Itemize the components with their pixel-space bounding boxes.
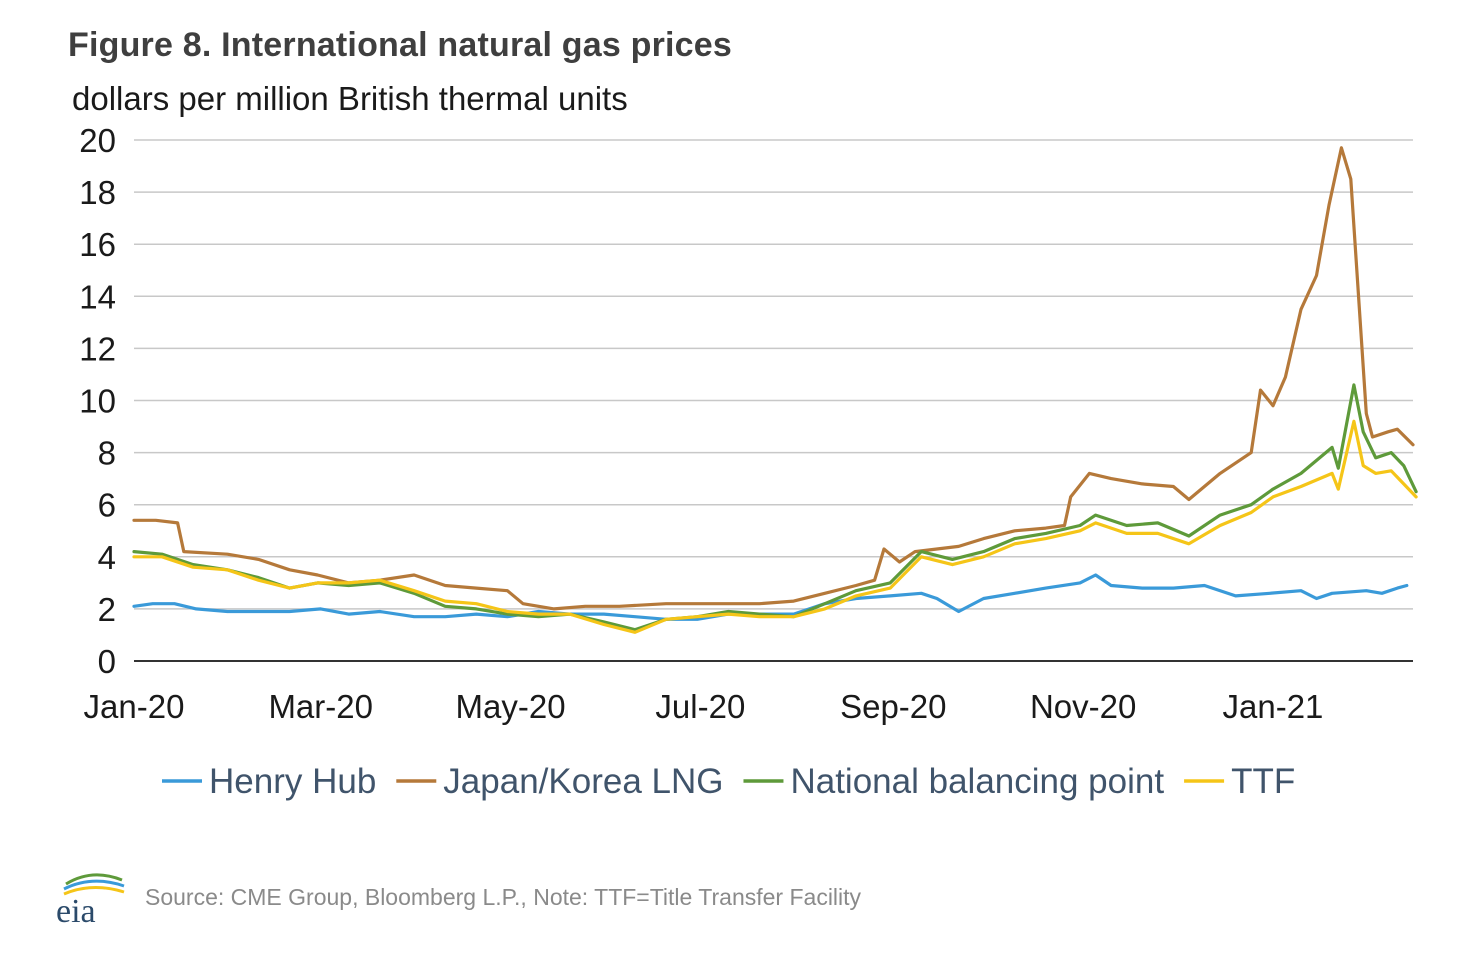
- y-tick-label-12: 12: [79, 330, 116, 367]
- x-tick-label-Mar-20: Mar-20: [268, 688, 373, 725]
- series-line-ttf: [132, 419, 1418, 634]
- legend-label-national-balancing-point: National balancing point: [790, 762, 1164, 801]
- y-tick-label-2: 2: [98, 591, 116, 628]
- y-tick-label-6: 6: [98, 487, 116, 524]
- series-line-national-balancing-point: [132, 383, 1418, 632]
- grid-lines: [134, 139, 1413, 662]
- x-tick-label-Jan-20: Jan-20: [84, 688, 185, 725]
- x-tick-label-Sep-20: Sep-20: [840, 688, 946, 725]
- legend: Henry Hub Japan/Korea LNG National balanci…: [162, 762, 1295, 801]
- y-tick-label-0: 0: [98, 643, 116, 680]
- x-axis-ticks: Jan-20 Mar-20 May-20 Jul-20 Sep-20 Nov-20 Jan-…: [84, 688, 1324, 725]
- y-tick-label-4: 4: [98, 539, 116, 576]
- eia-logo: eia: [52, 866, 132, 931]
- y-tick-label-8: 8: [98, 435, 116, 472]
- y-tick-label-20: 20: [79, 122, 116, 159]
- source-note: Source: CME Group, Bloomberg L.P., Note:…: [145, 884, 862, 910]
- y-tick-label-10: 10: [79, 383, 116, 420]
- eia-logo-text: eia: [56, 893, 96, 926]
- eia-logo-icon: eia: [56, 873, 125, 930]
- y-tick-label-14: 14: [79, 278, 116, 315]
- series-lines: [132, 146, 1418, 634]
- x-tick-label-Jan-21: Jan-21: [1223, 688, 1324, 725]
- chart-subtitle: dollars per million British thermal unit…: [72, 80, 628, 117]
- legend-label-ttf: TTF: [1231, 762, 1295, 801]
- legend-label-henry-hub: Henry Hub: [209, 762, 376, 801]
- x-tick-label-Nov-20: Nov-20: [1030, 688, 1136, 725]
- chart-title: Figure 8. International natural gas pric…: [68, 26, 733, 64]
- y-tick-label-16: 16: [79, 226, 116, 263]
- series-line-japan-korea-lng: [132, 146, 1415, 611]
- x-tick-label-Jul-20: Jul-20: [655, 688, 745, 725]
- y-tick-label-18: 18: [79, 174, 116, 211]
- y-axis-ticks: 0 2 4 6 8 10 12 14 16 18 20: [79, 122, 116, 680]
- legend-label-japan-korea-lng: Japan/Korea LNG: [443, 762, 723, 801]
- x-tick-label-May-20: May-20: [456, 688, 566, 725]
